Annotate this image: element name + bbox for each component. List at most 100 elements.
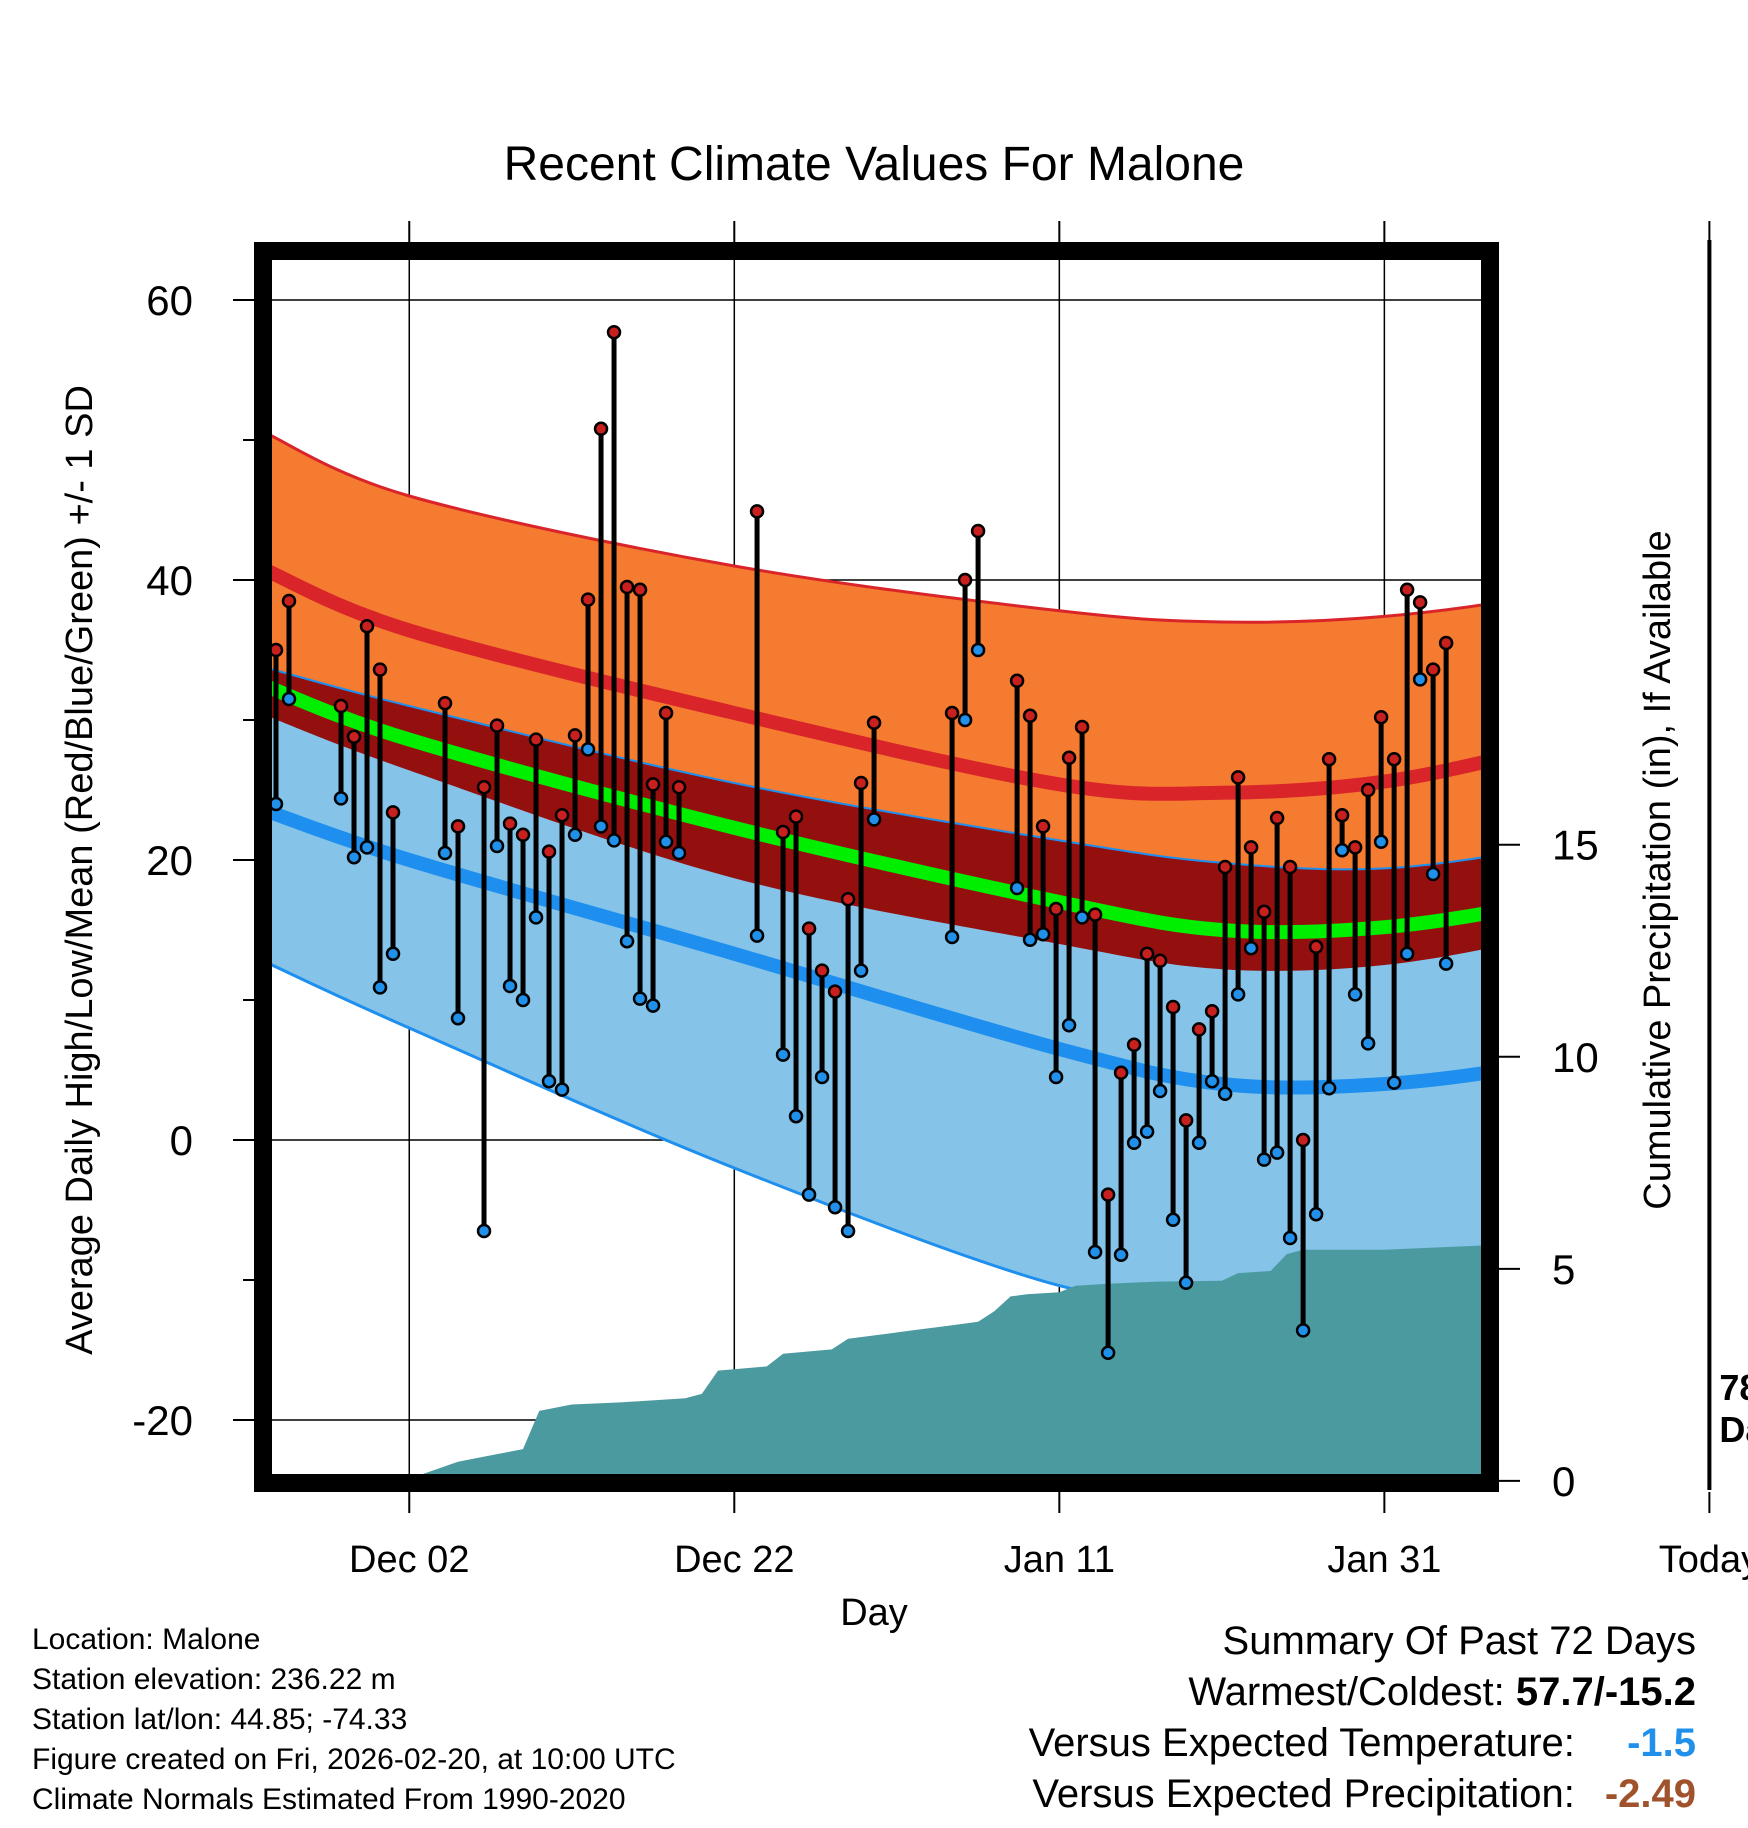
summary-panel: Summary Of Past 72 Days Warmest/Coldest:… xyxy=(1029,1616,1696,1820)
daily-low-point xyxy=(1100,1345,1116,1361)
daily-high-point xyxy=(1074,719,1090,735)
x-axis-label: Day xyxy=(840,1592,908,1634)
daily-low-point xyxy=(372,980,388,995)
daily-low-point xyxy=(450,1010,466,1026)
y2-tick-label: 10 xyxy=(1552,1034,1599,1081)
daily-high-point xyxy=(359,618,375,634)
daily-low-point xyxy=(1425,866,1441,882)
daily-low-point xyxy=(1360,1036,1376,1051)
daily-high-point xyxy=(840,891,856,907)
daily-low-point xyxy=(1347,987,1363,1002)
elevation-text: Station elevation: 236.22 m xyxy=(32,1663,396,1696)
daily-high-point xyxy=(866,715,882,731)
today-marker: 78Days xyxy=(1707,240,1748,1490)
daily-high-point xyxy=(1087,907,1103,922)
chart-title: Recent Climate Values For Malone xyxy=(504,138,1245,191)
daily-low-point xyxy=(606,833,622,848)
daily-low-point xyxy=(1126,1135,1142,1151)
precipitation-area xyxy=(263,1241,1490,1483)
daily-low-point xyxy=(827,1199,843,1215)
daily-high-point xyxy=(1360,782,1376,798)
precipitation-cumulative xyxy=(263,1241,1490,1483)
daily-low-point xyxy=(1230,987,1246,1002)
y-tick-label: 20 xyxy=(146,837,193,884)
daily-high-point xyxy=(1217,859,1233,875)
today-days-label: 78Days xyxy=(1719,1367,1748,1450)
daily-low-point xyxy=(814,1069,830,1085)
daily-high-point xyxy=(1269,810,1285,826)
daily-low-point xyxy=(970,642,986,658)
daily-high-point xyxy=(1308,939,1324,955)
created-text: Figure created on Fri, 2026-02-20, at 10… xyxy=(32,1743,676,1776)
daily-low-point xyxy=(476,1223,492,1239)
daily-low-point xyxy=(1035,926,1051,942)
normal-high-line xyxy=(263,562,1490,801)
y-tick-label: 0 xyxy=(170,1117,193,1164)
temp-label: Versus Expected Temperature: xyxy=(1028,1721,1575,1765)
observations xyxy=(263,324,1454,1361)
daily-high-point xyxy=(476,779,492,795)
daily-low-point xyxy=(528,910,544,925)
daily-low-point xyxy=(1334,842,1350,858)
daily-high-point xyxy=(1009,673,1025,689)
station-info: Location: Malone Station elevation: 236.… xyxy=(32,1620,676,1820)
daily-high-point xyxy=(385,805,401,820)
daily-low-point xyxy=(554,1082,570,1097)
daily-high-point xyxy=(1243,840,1259,855)
daily-high-point xyxy=(1399,582,1415,598)
precip-label: Versus Expected Precipitation: xyxy=(1032,1772,1575,1816)
daily-high-point xyxy=(515,827,531,843)
daily-high-point xyxy=(1334,807,1350,823)
daily-high-point xyxy=(1048,901,1064,917)
daily-high-point xyxy=(593,421,609,437)
daily-low-point xyxy=(775,1047,791,1062)
x-tick-label: Jan 11 xyxy=(1004,1539,1115,1581)
daily-low-point xyxy=(1438,956,1454,971)
daily-high-point xyxy=(1256,904,1272,920)
daily-low-point xyxy=(1113,1247,1129,1263)
daily-low-point xyxy=(1399,946,1415,962)
daily-low-point xyxy=(645,998,661,1013)
daily-low-point xyxy=(1373,834,1389,850)
daily-high-point xyxy=(1113,1065,1129,1081)
y-tick-label: 40 xyxy=(146,557,193,604)
daily-low-point xyxy=(1256,1152,1272,1167)
precip-row: Versus Expected Precipitation: -2.49 xyxy=(1029,1769,1696,1820)
daily-low-point xyxy=(333,791,349,806)
daily-high-point xyxy=(671,779,687,795)
plot-frame xyxy=(254,242,1499,1492)
daily-low-point xyxy=(1412,672,1428,687)
latlon-text: Station lat/lon: 44.85; -74.33 xyxy=(32,1703,408,1736)
daily-low-point xyxy=(1074,910,1090,925)
daily-high-point xyxy=(1282,859,1298,875)
daily-high-point xyxy=(1126,1037,1142,1053)
daily-low-point xyxy=(346,849,362,865)
daily-high-point xyxy=(788,809,804,824)
daily-high-point xyxy=(1373,709,1389,725)
daily-low-point xyxy=(788,1108,804,1124)
daily-low-point xyxy=(1191,1135,1207,1151)
daily-low-point xyxy=(1009,880,1025,896)
daily-low-point xyxy=(671,845,687,861)
daily-high-point xyxy=(580,592,596,607)
daily-low-point xyxy=(658,834,674,850)
daily-high-point xyxy=(1438,635,1454,651)
daily-high-point xyxy=(801,921,817,936)
daily-high-point xyxy=(853,775,869,791)
daily-low-point xyxy=(502,978,518,994)
temp-value: -1.5 xyxy=(1627,1721,1696,1765)
daily-low-point xyxy=(853,963,869,978)
daily-low-point xyxy=(957,712,973,728)
daily-low-point xyxy=(541,1073,557,1089)
daily-high-point xyxy=(1295,1132,1311,1148)
daily-high-point xyxy=(1425,662,1441,677)
daily-low-point xyxy=(1087,1244,1103,1260)
x-tick-label: Today xyxy=(1659,1539,1748,1581)
y-tick-label: -20 xyxy=(132,1397,193,1444)
y2-tick-label: 0 xyxy=(1552,1458,1575,1505)
daily-high-point xyxy=(450,819,466,834)
daily-low-point xyxy=(840,1223,856,1239)
daily-low-point xyxy=(437,845,453,861)
location-text: Location: Malone xyxy=(32,1623,261,1656)
